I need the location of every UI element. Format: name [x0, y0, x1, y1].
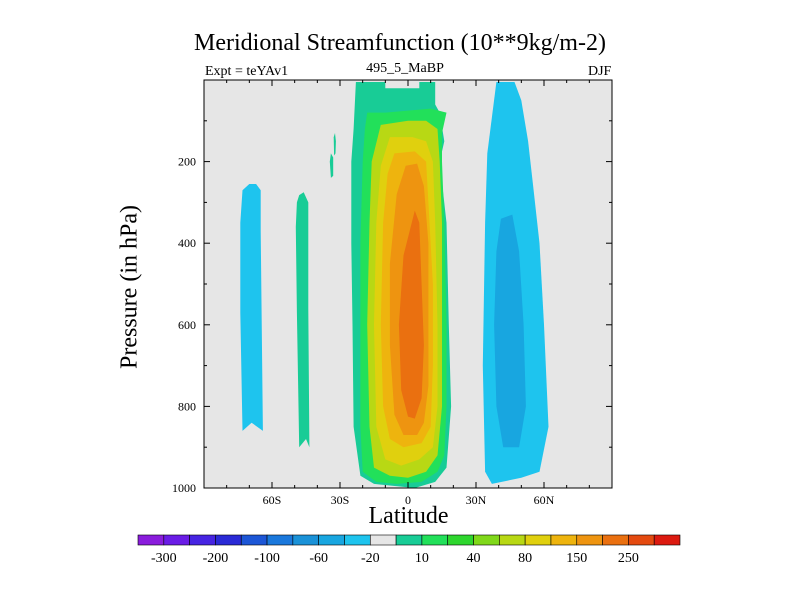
colorbar-label: -60 — [309, 551, 328, 566]
colorbar-box — [189, 534, 216, 546]
colorbar-box — [628, 534, 655, 546]
x-tick-label: 30N — [466, 493, 487, 507]
chart-title: Meridional Streamfunction (10**9kg/m-2) — [194, 30, 606, 56]
y-tick-label: 600 — [178, 318, 196, 332]
colorbar-box — [447, 534, 474, 546]
colorbar-box — [473, 534, 500, 546]
contour-streak-33s — [333, 133, 336, 156]
colorbar-label: 150 — [566, 551, 587, 566]
colorbar-box — [576, 534, 603, 546]
x-tick-label: 60S — [263, 493, 282, 507]
colorbar-box — [524, 534, 552, 546]
colorbar-box — [369, 534, 397, 546]
colorbar-label: -300 — [151, 551, 177, 566]
colorbar-box — [215, 534, 242, 546]
y-tick-label: 800 — [178, 399, 196, 413]
case-label: 495_5_MaBP — [366, 61, 444, 76]
y-tick-label: 200 — [178, 155, 196, 169]
x-axis-label: Latitude — [368, 503, 449, 529]
colorbar-box — [550, 534, 578, 546]
colorbar-label: 40 — [467, 551, 481, 566]
y-tick-label: 400 — [178, 236, 196, 250]
contour-band-60s — [240, 184, 263, 431]
colorbar-label: 10 — [415, 551, 429, 566]
experiment-label: Expt = teYAv1 — [205, 64, 289, 79]
colorbar-box — [318, 534, 345, 546]
colorbar-box — [421, 534, 449, 546]
colorbar-label: -200 — [203, 551, 229, 566]
x-tick-label: 30S — [331, 493, 350, 507]
contour-streak-35s — [329, 153, 334, 178]
contour-hadley-north-250 — [398, 210, 424, 419]
x-tick-label: 0 — [405, 493, 411, 507]
colorbar-label: 80 — [518, 551, 532, 566]
contour-band-45s — [295, 192, 310, 448]
contour-hadley-south-strong — [494, 214, 526, 448]
x-tick-label: 60N — [534, 493, 555, 507]
colorbar-box — [602, 534, 629, 546]
colorbar-box — [344, 534, 371, 546]
colorbar-box — [653, 534, 681, 546]
colorbar-box — [395, 534, 423, 546]
colorbar-box — [163, 534, 190, 546]
colorbar-box — [240, 534, 268, 546]
colorbar-box — [266, 534, 294, 546]
colorbar-label: -20 — [361, 551, 380, 566]
colorbar-box — [499, 534, 526, 546]
colorbar-label: -100 — [254, 551, 280, 566]
colorbar-box — [292, 534, 319, 546]
y-tick-label: 1000 — [172, 481, 196, 495]
colorbar-label: 250 — [618, 551, 639, 566]
season-label: DJF — [588, 64, 612, 79]
colorbar-box — [137, 534, 165, 546]
